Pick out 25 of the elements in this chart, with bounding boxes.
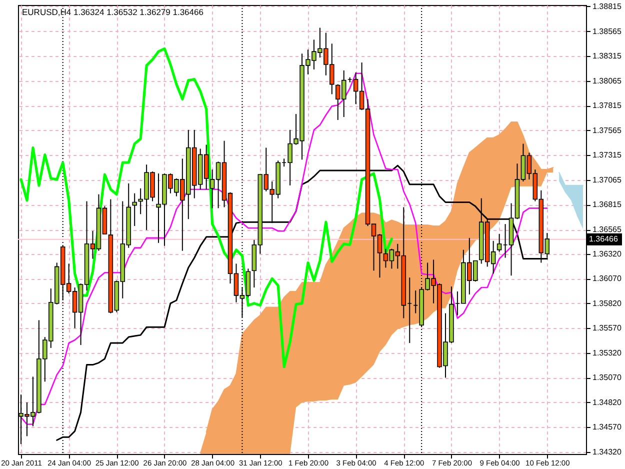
line-series <box>20 72 548 425</box>
y-tick-label: 1.38815 <box>592 2 622 11</box>
y-tick-label: 1.34820 <box>592 398 622 407</box>
y-tick-label: 1.37565 <box>592 126 622 135</box>
candlestick <box>132 192 137 227</box>
chart-title: EURUSD,H4 1.36324 1.36532 1.36279 1.36466 <box>22 7 204 17</box>
y-tick-label: 1.37815 <box>592 101 622 110</box>
y-tick-label: 1.38315 <box>592 52 622 61</box>
y-tick-label: 1.37065 <box>592 175 622 184</box>
y-tick-label: 1.38065 <box>592 76 622 86</box>
y-tick-label: 1.35820 <box>592 298 622 308</box>
y-tick-label: 1.34320 <box>592 448 622 457</box>
y-tick-label: 1.38565 <box>592 26 622 36</box>
y-tick-label: 1.34570 <box>592 422 622 432</box>
line-series <box>20 47 393 368</box>
y-tick-label: 1.36565 <box>592 225 622 234</box>
ref-line-label: 1.36466 <box>589 234 618 244</box>
y-tick-label: 1.36815 <box>592 200 622 210</box>
y-tick-label: 1.35570 <box>592 324 622 333</box>
y-tick-label: 1.36320 <box>592 249 622 258</box>
y-tick-label: 1.36070 <box>592 274 622 284</box>
y-tick-label: 1.37315 <box>592 150 622 160</box>
candlestick <box>496 233 502 252</box>
y-tick-label: 1.35070 <box>592 373 622 382</box>
y-tick-label: 1.35320 <box>592 348 622 358</box>
